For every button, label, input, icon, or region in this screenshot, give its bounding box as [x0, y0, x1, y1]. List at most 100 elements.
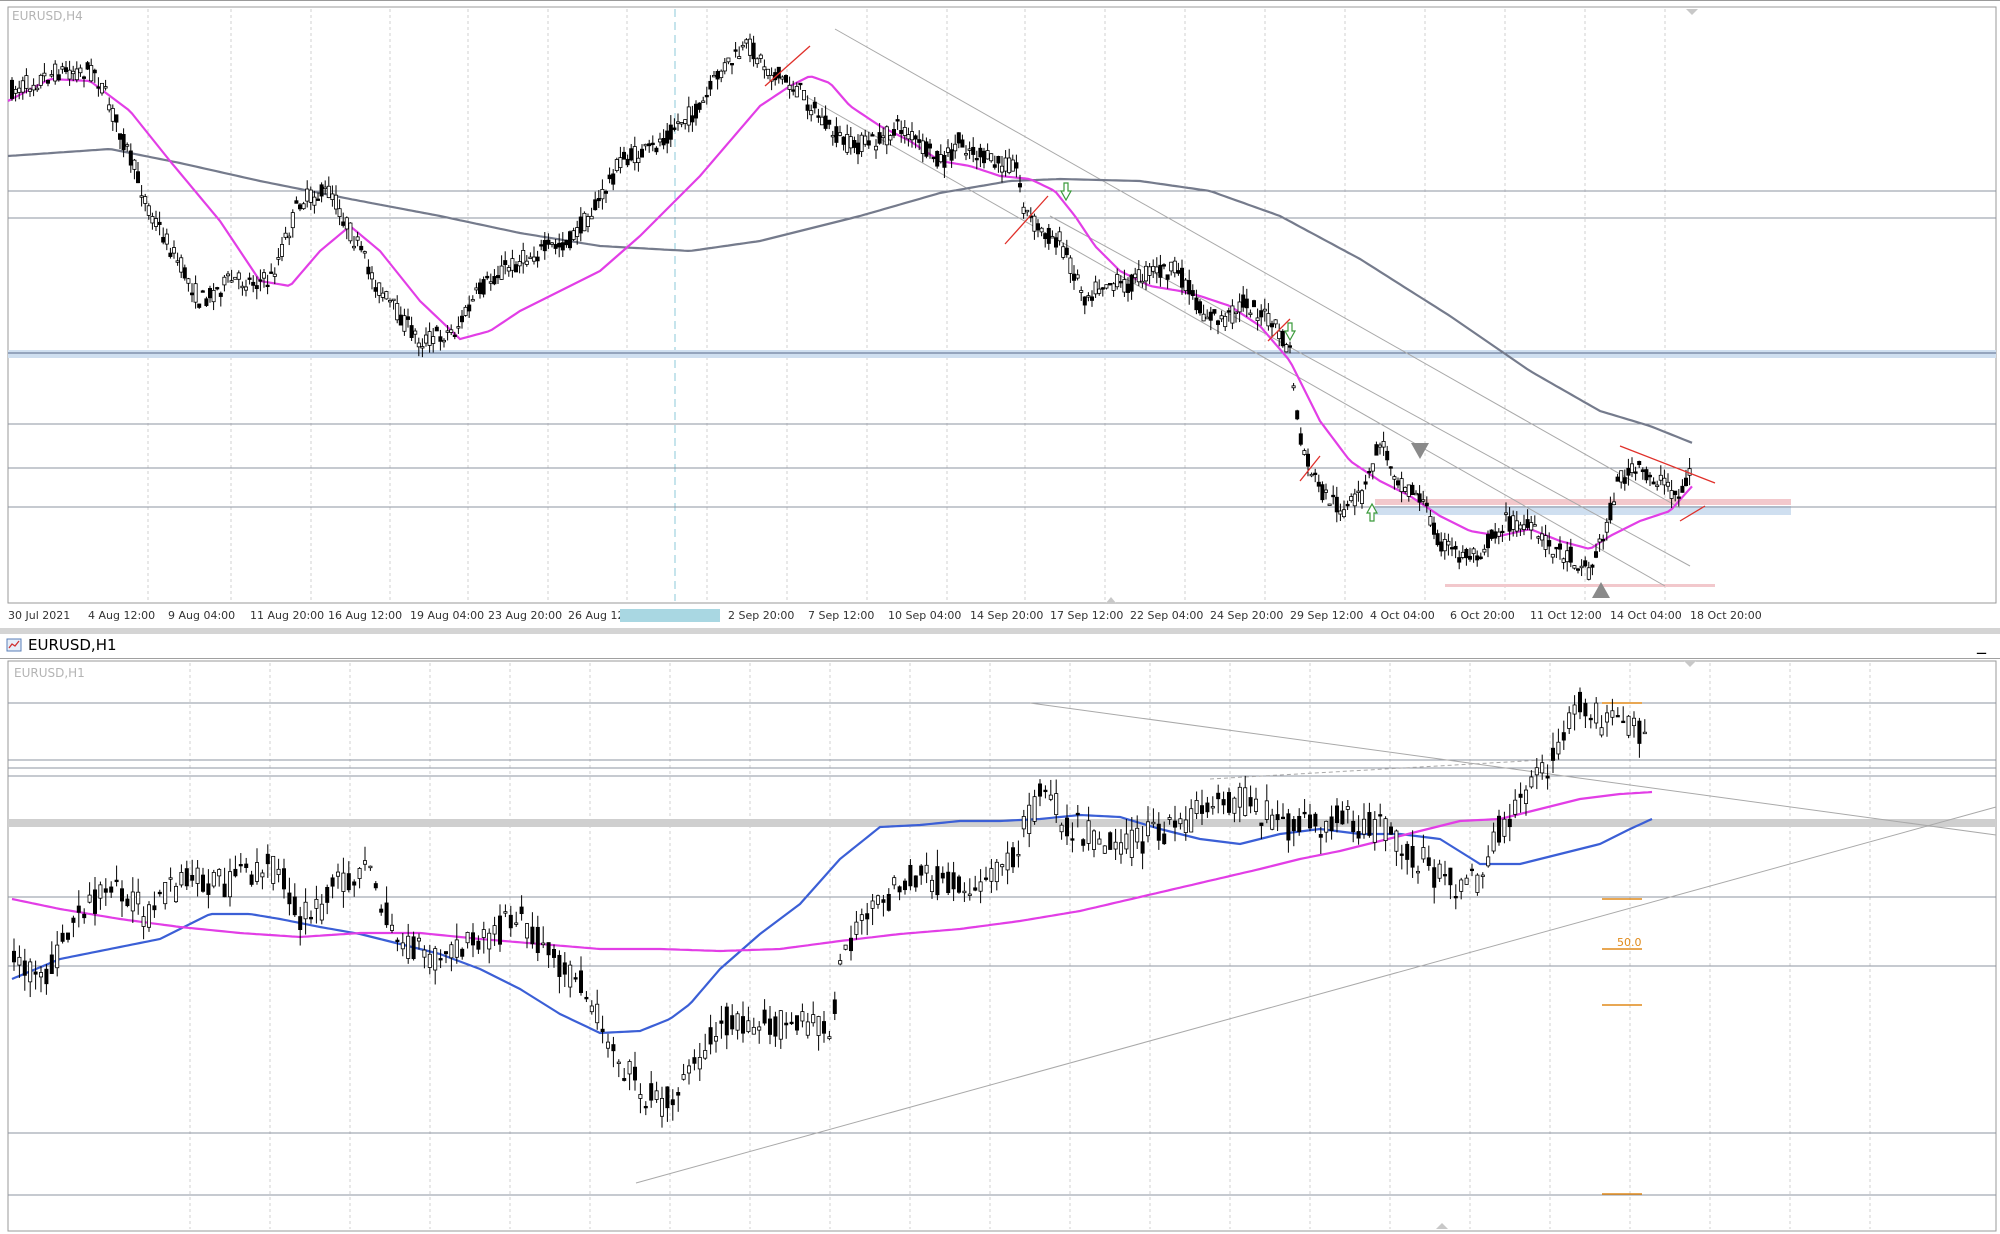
h1-candle — [870, 900, 875, 909]
h4-candle — [802, 90, 807, 101]
h1-candle — [352, 881, 357, 886]
h1-magenta-ma-line — [11, 790, 1653, 953]
h4-candle — [56, 74, 61, 81]
h4-candle — [1406, 484, 1411, 497]
h1-candle — [416, 937, 421, 942]
h4-candle — [1072, 273, 1077, 281]
h1-candle — [746, 1020, 751, 1033]
h4-candle — [737, 56, 742, 59]
h4-candle — [726, 57, 731, 63]
h4-candle — [582, 212, 587, 232]
h1-candle — [541, 942, 546, 946]
h4-candle — [964, 153, 969, 156]
minimize-button[interactable]: _ — [1977, 634, 1986, 655]
h4-candle — [495, 275, 500, 279]
h1-candle — [39, 972, 44, 978]
h4-candle — [1316, 481, 1321, 487]
h1-candle — [832, 999, 837, 1014]
h4-candle — [17, 87, 22, 93]
h4-candle — [254, 285, 259, 290]
h1-candle — [1345, 806, 1350, 810]
h4-candle — [153, 218, 158, 227]
h4-candle — [1169, 261, 1174, 272]
h4-candle — [272, 273, 277, 277]
h4-candle — [477, 282, 482, 295]
h4-candle — [1453, 545, 1458, 550]
h4-axis-tick-label: 4 Oct 04:00 — [1370, 609, 1435, 622]
h4-candle — [816, 115, 821, 118]
h4-candle — [1259, 310, 1264, 318]
h4-candle — [434, 326, 439, 332]
h4-candle — [265, 284, 270, 288]
h1-candle — [719, 1020, 724, 1024]
h4-candle — [848, 136, 853, 149]
h1-candle — [206, 883, 211, 895]
h1-candle — [1480, 874, 1485, 877]
triangle-down-icon — [1411, 443, 1429, 459]
h4-candle — [992, 164, 997, 168]
h4-candle — [1586, 567, 1591, 580]
h1-candle — [1281, 816, 1286, 820]
h1-candle — [44, 968, 49, 985]
h4-candle — [9, 79, 14, 99]
panel-separator[interactable] — [0, 628, 2000, 634]
h1-candle — [254, 862, 259, 882]
h1-candle — [1578, 691, 1583, 713]
h1-upper-trendline — [1029, 702, 1997, 836]
h4-candle — [488, 281, 493, 284]
h4-chart-canvas[interactable] — [0, 1, 2000, 629]
h1-window-titlebar[interactable]: EURUSD,H1 _ — [0, 634, 2000, 659]
h4-candle — [758, 54, 763, 59]
h4-candle — [589, 215, 594, 220]
h1-candle — [1464, 877, 1469, 885]
h4-chart-panel[interactable]: EURUSD,H4 30 Jul 2021 4 Aug 12:00 9 Aug 04… — [0, 0, 2000, 629]
h4-candle — [1003, 157, 1008, 172]
h1-candle — [741, 1016, 746, 1034]
h4-candle — [38, 74, 43, 86]
h4-candle — [874, 145, 879, 151]
h4-candle — [1385, 450, 1390, 461]
h1-candle — [120, 888, 125, 902]
h4-candle — [967, 148, 972, 151]
h1-candle — [1545, 775, 1550, 779]
h1-chart-canvas[interactable] — [0, 659, 2000, 1234]
h1-candle — [789, 1021, 794, 1025]
h4-candle — [1118, 281, 1123, 284]
h4-candle — [557, 242, 562, 248]
h1-candle — [190, 874, 195, 881]
h4-candle — [1522, 524, 1527, 530]
h4-candle — [618, 157, 623, 168]
h4-candle — [294, 200, 299, 204]
h4-candle — [251, 281, 256, 286]
h1-candle — [1113, 841, 1118, 850]
h4-candle — [1226, 310, 1231, 313]
h4-candle — [517, 261, 522, 267]
h4-candle — [326, 185, 331, 198]
arrow-up-icon — [1365, 502, 1379, 522]
h4-candle — [1165, 274, 1170, 280]
h1-candle — [822, 1021, 827, 1034]
h1-candle — [1497, 815, 1502, 843]
h4-axis-tick-label: 10 Sep 04:00 — [888, 609, 962, 622]
h4-candle — [877, 132, 882, 144]
h1-candle — [1540, 762, 1545, 774]
h1-candle — [1329, 816, 1334, 832]
h4-candle — [1284, 344, 1289, 353]
h4-axis-tick-label: 2 Sep 20:00 — [728, 609, 795, 622]
h4-candle — [863, 135, 868, 145]
h4-candle — [1684, 477, 1689, 487]
h4-candle — [1428, 516, 1433, 526]
h4-candle — [550, 242, 555, 245]
h1-candle — [1021, 816, 1026, 830]
h1-candle — [319, 903, 324, 921]
h4-red-trendline — [764, 45, 811, 87]
h4-candle — [1100, 287, 1105, 290]
h1-chart-panel[interactable]: EURUSD,H1 50.0 — [0, 659, 2000, 1234]
h1-candle — [1237, 786, 1242, 808]
h4-candle — [654, 147, 659, 153]
h4-candle — [1446, 540, 1451, 546]
h1-candle — [28, 961, 33, 983]
h4-candle — [463, 306, 468, 316]
h4-candle — [222, 276, 227, 286]
h1-candle — [66, 932, 71, 940]
